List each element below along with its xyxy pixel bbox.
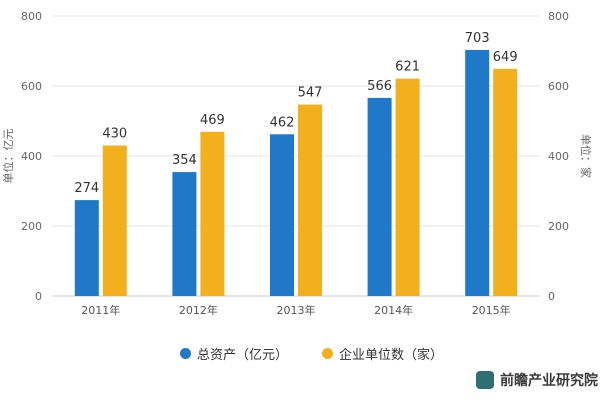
bar-total-assets — [172, 172, 197, 296]
watermark-text: 前瞻产业研究院 — [500, 373, 598, 389]
data-label: 354 — [172, 153, 197, 168]
bar-enterprises — [200, 131, 225, 296]
legend-marker-enterprises — [322, 348, 334, 359]
legend-item-enterprises: 企业单位数（家） — [322, 344, 443, 363]
legend: 总资产（亿元） 企业单位数（家） — [180, 344, 443, 363]
right-tick-label: 600 — [548, 80, 569, 93]
data-label: 566 — [367, 79, 392, 94]
bar-enterprises — [298, 104, 322, 296]
right-tick-label: 0 — [548, 290, 555, 303]
category-label: 2012年 — [179, 303, 218, 317]
bar-total-assets — [367, 97, 392, 297]
right-axis-title: 单位：家 — [579, 134, 593, 178]
data-label: 462 — [270, 115, 295, 130]
category-label: 2011年 — [81, 303, 120, 317]
bar-enterprises — [395, 78, 420, 297]
right-tick-label: 400 — [548, 150, 569, 163]
left-tick-label: 200 — [21, 220, 42, 233]
category-labels: 2011年 2012年 2013年 2014年 2015年 — [81, 303, 510, 317]
bar-total-assets — [74, 200, 99, 296]
category-label: 2013年 — [277, 303, 316, 317]
legend-label-enterprises: 企业单位数（家） — [339, 348, 444, 363]
bar-total-assets — [270, 134, 294, 296]
data-label: 430 — [102, 127, 127, 142]
left-tick-label: 400 — [21, 150, 42, 163]
data-label: 649 — [493, 50, 518, 65]
category-label: 2015年 — [472, 303, 511, 317]
right-tick-label: 200 — [548, 220, 569, 233]
data-label: 547 — [298, 86, 323, 101]
data-label: 703 — [465, 31, 490, 46]
legend-marker-total-assets — [180, 348, 191, 359]
watermark-icon — [476, 371, 494, 389]
legend-item-total-assets: 总资产（亿元） — [180, 344, 288, 363]
left-axis-title: 单位：亿元 — [1, 129, 15, 184]
left-tick-label: 800 — [21, 10, 42, 23]
right-tick-label: 800 — [548, 10, 569, 23]
bar-enterprises — [102, 145, 127, 296]
watermark-logo: 前瞻产业研究院 — [476, 370, 598, 390]
data-label: 469 — [200, 113, 225, 128]
legend-label-total-assets: 总资产（亿元） — [197, 348, 289, 363]
bars — [74, 49, 518, 297]
gridlines — [52, 15, 540, 297]
data-label: 621 — [395, 60, 420, 75]
category-label: 2014年 — [374, 303, 413, 317]
left-tick-label: 600 — [21, 80, 42, 93]
left-axis-ticks: 0 200 400 600 800 — [21, 10, 42, 303]
left-tick-label: 0 — [35, 290, 42, 303]
bar-enterprises — [493, 68, 518, 296]
data-label: 274 — [74, 181, 99, 196]
bar-total-assets — [465, 49, 490, 297]
right-axis-ticks: 0 200 400 600 800 — [548, 10, 569, 303]
